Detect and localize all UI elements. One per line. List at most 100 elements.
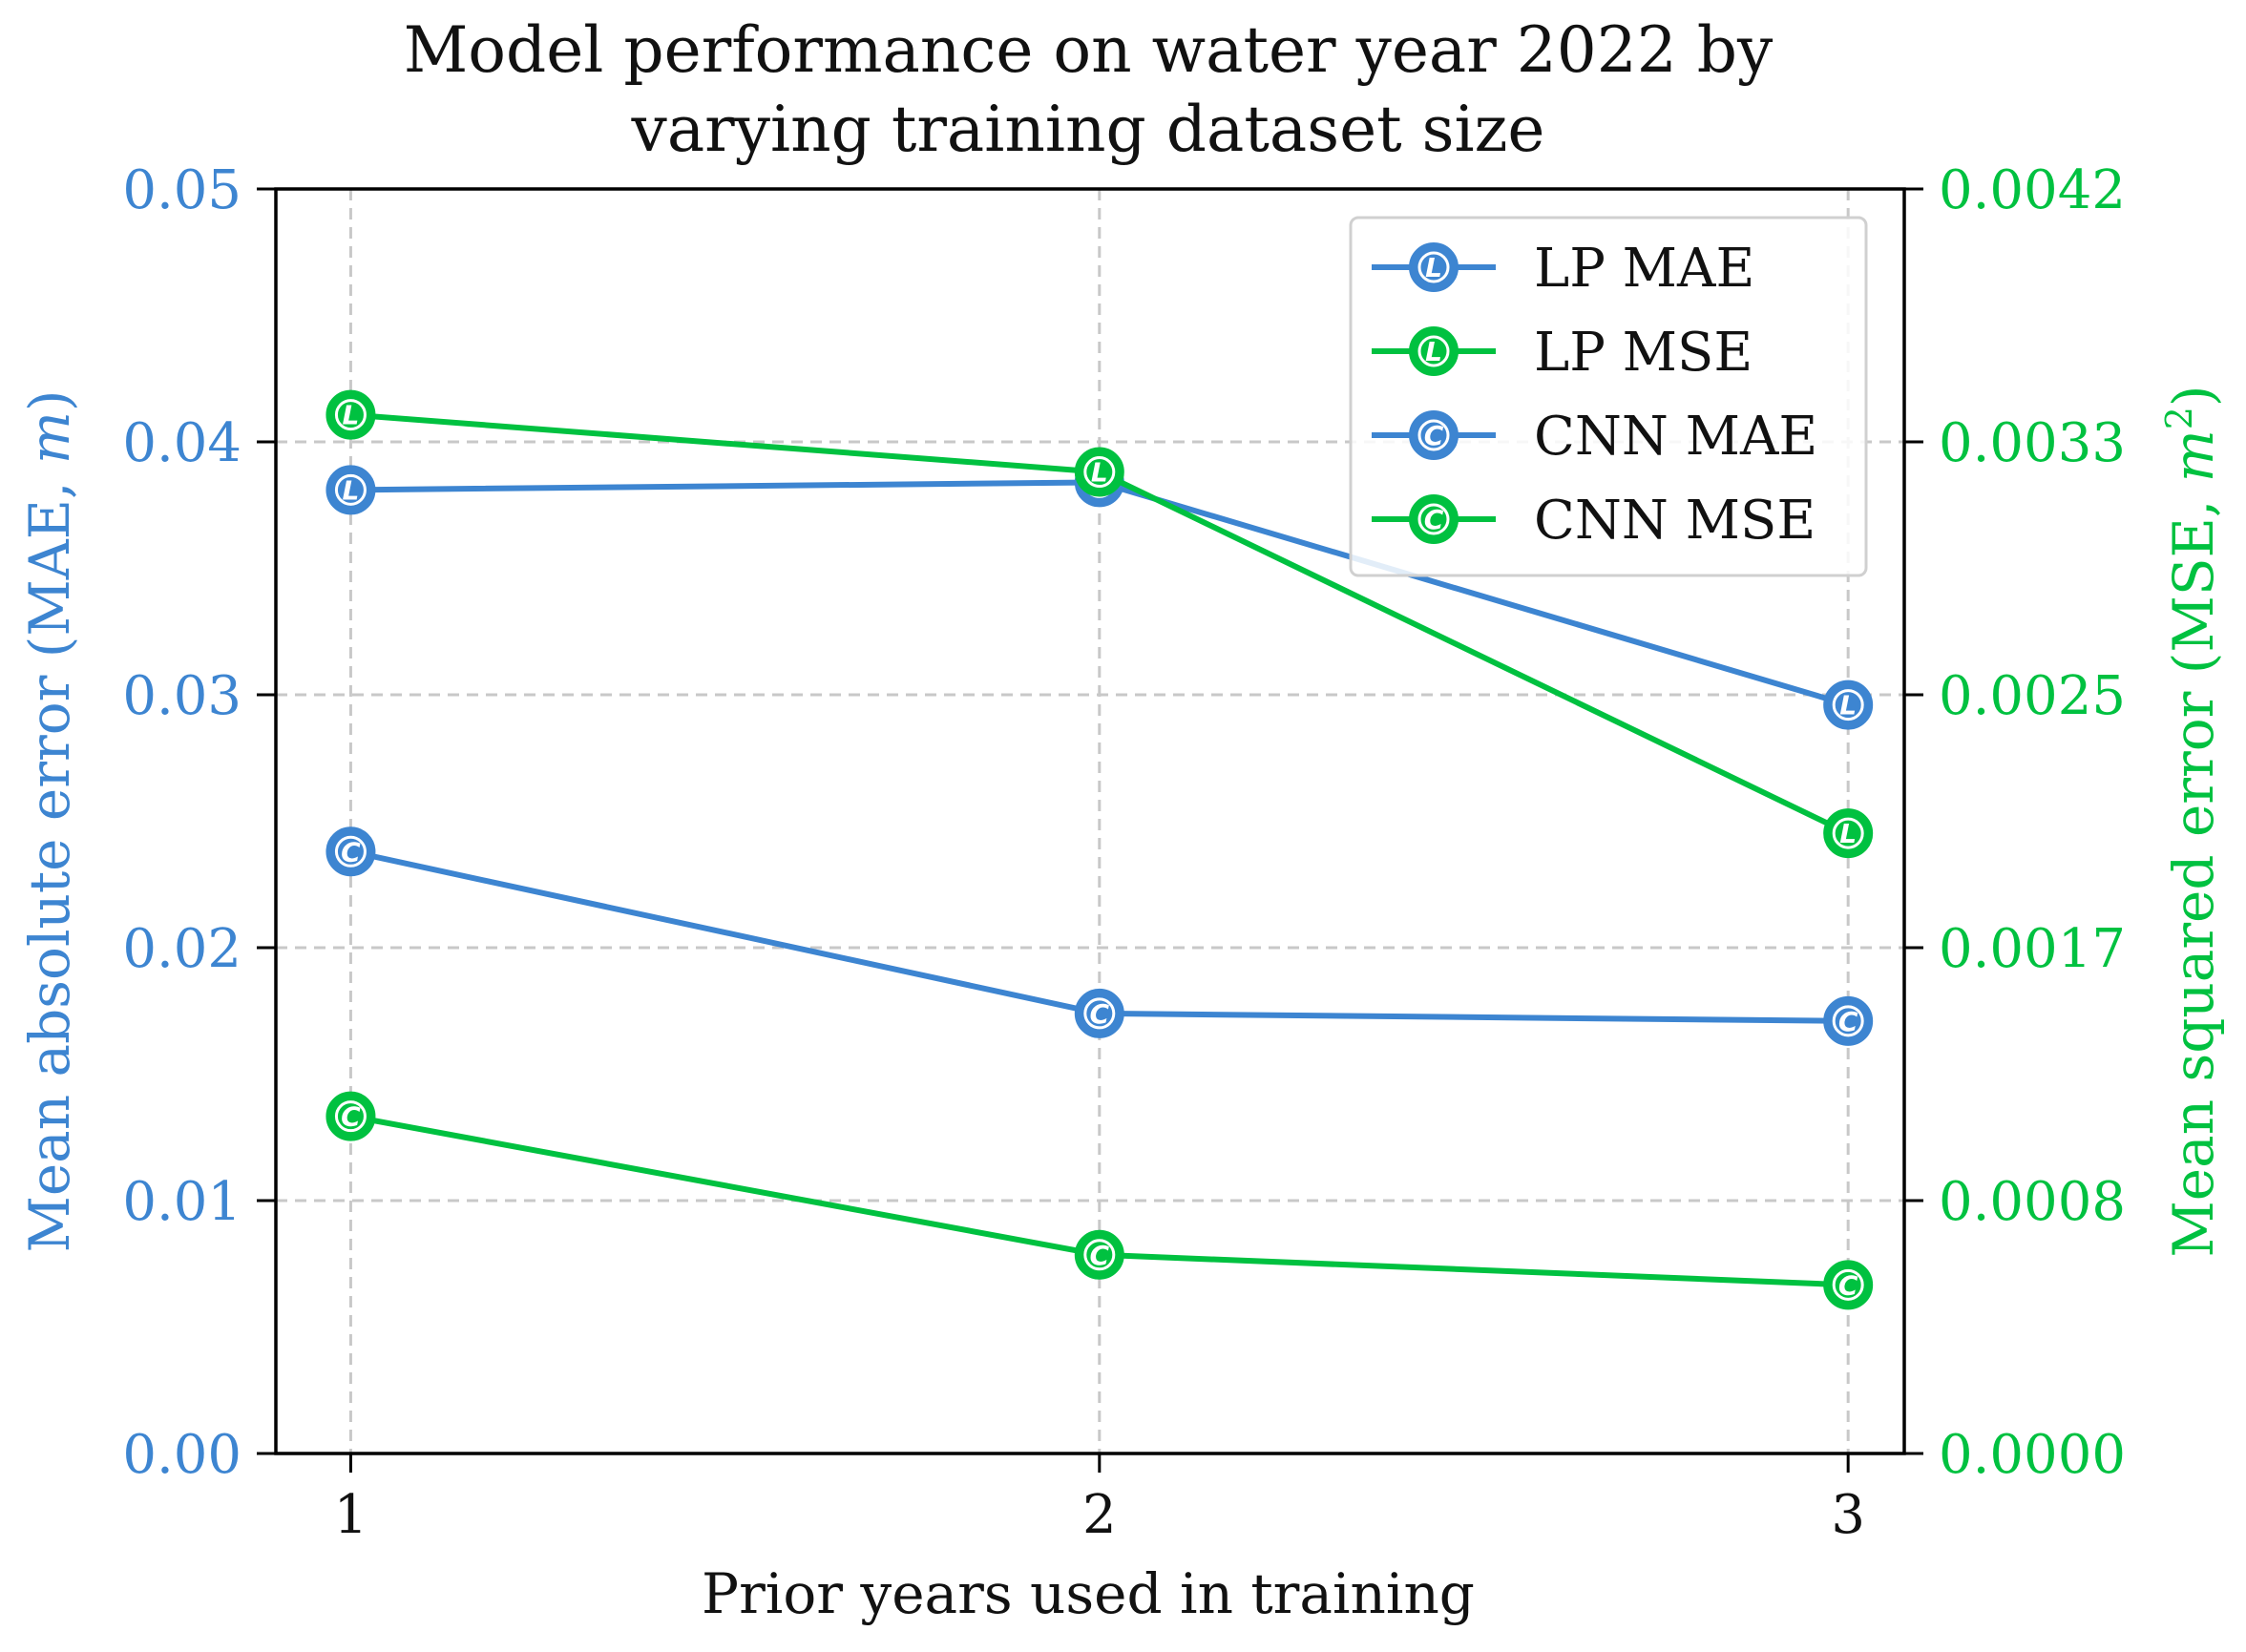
series-cnn-mse: C C C xyxy=(325,1091,1874,1310)
data-point: L xyxy=(325,389,376,440)
y-left-tick-label: 0.04 xyxy=(122,412,241,474)
y-left-tick-label: 0.02 xyxy=(122,918,241,980)
legend-item: C CNN MSE xyxy=(1372,490,1816,552)
marker-disc xyxy=(325,1091,376,1141)
marker-letter: C xyxy=(1090,998,1110,1030)
marker-ring xyxy=(1417,503,1450,535)
data-point: C xyxy=(1074,1229,1124,1280)
legend-marker: L xyxy=(1409,242,1459,292)
x-tick-label: 1 xyxy=(334,1484,368,1546)
marker-disc xyxy=(1823,995,1874,1046)
y-right-tick-label: 0.0025 xyxy=(1939,665,2126,727)
marker-disc xyxy=(1409,410,1459,460)
marker-letter: C xyxy=(341,836,361,868)
y-right-axis-label-text: Mean squared error (MSE, xyxy=(2161,482,2226,1257)
marker-letter: L xyxy=(1091,457,1108,489)
marker-ring xyxy=(334,473,367,506)
y-right-axis-label: Mean squared error (MSE, m2) xyxy=(2158,385,2226,1257)
y-left-axis-label: Mean absolute error (MAE, m) xyxy=(17,389,82,1252)
legend-marker: C xyxy=(1409,494,1459,544)
data-point: C xyxy=(325,1091,376,1141)
y-left-axis-label-close: ) xyxy=(17,389,82,411)
marker-letter: C xyxy=(1424,504,1444,535)
marker-disc xyxy=(1409,326,1459,376)
marker-letter: L xyxy=(1425,252,1442,283)
y-right-axis-label-close: ) xyxy=(2161,385,2226,407)
series: LLLLLLCCCCCC xyxy=(325,389,1874,1310)
labels: 1 2 3 0.00 0.01 0.02 0.03 0.04 0.05 0.0000 0.0008 0… xyxy=(17,13,2226,1626)
legend-label: CNN MSE xyxy=(1534,490,1816,552)
marker-letter: C xyxy=(1838,1006,1858,1037)
marker-letter: C xyxy=(1838,1269,1858,1301)
axes xyxy=(257,187,1923,1473)
marker-letter: C xyxy=(341,1101,361,1133)
marker-letter: L xyxy=(1839,690,1857,721)
series-lp-mse: L L L xyxy=(325,389,1874,859)
legend-item: L LP MSE xyxy=(1372,322,1753,384)
data-point: C xyxy=(325,826,376,877)
data-point: L xyxy=(1074,447,1124,497)
y-left-tick-label: 0.03 xyxy=(122,665,241,727)
data-point: C xyxy=(1823,995,1874,1046)
y-left-tick-label: 0.00 xyxy=(122,1424,241,1486)
y-left-tick-label: 0.01 xyxy=(122,1171,241,1233)
x-tick-label: 3 xyxy=(1831,1484,1865,1546)
marker-disc xyxy=(1823,808,1874,859)
y-right-tick-label: 0.0017 xyxy=(1939,918,2126,980)
x-tick-label: 2 xyxy=(1082,1484,1117,1546)
marker-ring xyxy=(1832,1005,1864,1037)
legend-item: C CNN MAE xyxy=(1372,406,1817,468)
y-left-tick-label: 0.05 xyxy=(122,159,241,221)
legend-marker: L xyxy=(1409,326,1459,376)
marker-ring xyxy=(1417,419,1450,451)
marker-disc xyxy=(1823,680,1874,730)
marker-letter: L xyxy=(1839,818,1857,849)
legend-label: LP MSE xyxy=(1534,322,1753,384)
chart-title-line-2: varying training dataset size xyxy=(631,93,1545,166)
marker-disc xyxy=(325,465,376,515)
marker-ring xyxy=(334,835,367,868)
x-axis-label: Prior years used in training xyxy=(702,1561,1475,1626)
y-right-tick-label: 0.0000 xyxy=(1939,1424,2126,1486)
y-left-axis-label-text: Mean absolute error (MAE, xyxy=(17,464,82,1252)
marker-ring xyxy=(1417,251,1450,283)
marker-letter: L xyxy=(1425,336,1442,367)
marker-ring xyxy=(1417,335,1450,367)
data-point: L xyxy=(1823,680,1874,730)
marker-disc xyxy=(1074,447,1124,497)
marker-ring xyxy=(1832,1268,1864,1301)
marker-disc xyxy=(1409,242,1459,292)
legend-marker: C xyxy=(1409,410,1459,460)
legend-item: L LP MAE xyxy=(1372,238,1754,300)
marker-ring xyxy=(1832,817,1864,849)
legend-label: LP MAE xyxy=(1534,238,1754,300)
y-right-tick-label: 0.0042 xyxy=(1939,159,2126,221)
plot-frame xyxy=(274,187,1906,1455)
marker-ring xyxy=(334,1100,367,1133)
data-point: L xyxy=(325,465,376,515)
legend-box xyxy=(1349,216,1868,577)
marker-disc xyxy=(325,826,376,877)
marker-disc xyxy=(1074,1229,1124,1280)
series-cnn-mae: C C C xyxy=(325,826,1874,1046)
data-point: C xyxy=(1823,1260,1874,1310)
marker-ring xyxy=(1083,997,1116,1030)
y-right-axis-label-unit: m xyxy=(2161,429,2226,482)
marker-letter: C xyxy=(1424,420,1444,451)
marker-ring xyxy=(334,399,367,431)
marker-ring xyxy=(1083,456,1116,489)
marker-disc xyxy=(325,389,376,440)
y-left-axis-label-unit: m xyxy=(17,411,82,464)
y-right-axis-label-sup: 2 xyxy=(2158,407,2200,429)
marker-ring xyxy=(1832,689,1864,721)
marker-letter: L xyxy=(343,474,360,506)
marker-disc xyxy=(1823,1260,1874,1310)
data-point: C xyxy=(1074,988,1124,1038)
y-right-tick-label: 0.0033 xyxy=(1939,412,2126,474)
marker-letter: L xyxy=(343,400,360,431)
data-point: L xyxy=(1823,808,1874,859)
chart-title-line-1: Model performance on water year 2022 by xyxy=(404,13,1774,87)
legend: L LP MAE L LP MSE C CNN MAE C CNN MSE xyxy=(1349,216,1868,577)
y-right-tick-label: 0.0008 xyxy=(1939,1171,2126,1233)
